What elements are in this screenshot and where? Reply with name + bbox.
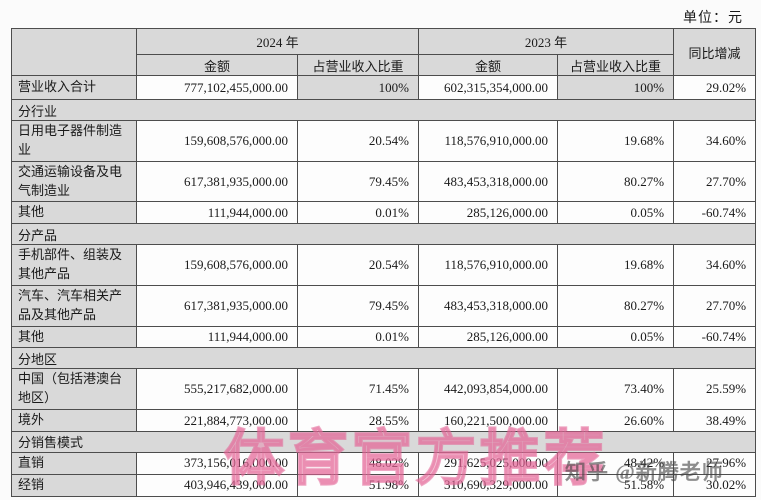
col-header-2024: 2024 年 [135, 28, 420, 55]
amount-2024: 221,884,773,000.00 [136, 409, 298, 432]
amount-2024: 617,381,935,000.00 [136, 284, 298, 327]
share-2023: 80.27% [557, 284, 675, 327]
amount-2023: 442,093,854,000.00 [418, 368, 559, 411]
yoy-value: -60.74% [673, 201, 757, 225]
row-label: 日用电子器件制造业 [11, 120, 137, 162]
amount-2023: 483,453,318,000.00 [418, 284, 559, 327]
share-2024: 79.45% [296, 284, 420, 327]
yoy-value: -60.74% [673, 325, 757, 349]
yoy-value: 34.60% [673, 120, 757, 162]
yoy-value: 25.59% [673, 368, 757, 411]
amount-2024: 159,608,576,000.00 [136, 120, 298, 162]
share-2023: 48.42% [557, 451, 675, 475]
share-2024: 48.02% [296, 451, 420, 475]
share-2024: 100% [296, 75, 420, 100]
section-label: 分产品 [10, 223, 757, 246]
yoy-value: 30.02% [673, 473, 757, 497]
yoy-value: 27.70% [673, 160, 757, 203]
amount-2024: 555,217,682,000.00 [136, 368, 298, 411]
row-label: 境外 [11, 409, 137, 432]
share-2023: 0.05% [557, 325, 675, 349]
row-label: 其他 [11, 201, 137, 225]
amount-2024: 159,608,576,000.00 [136, 244, 298, 286]
row-label: 交通运输设备及电气制造业 [11, 160, 137, 203]
share-2023: 73.40% [557, 368, 675, 411]
amount-2024: 111,944,000.00 [136, 201, 298, 225]
section-label: 分地区 [10, 347, 757, 370]
row-label: 中国（包括港澳台地区） [11, 368, 137, 411]
yoy-value: 27.96% [673, 451, 757, 475]
share-2024: 0.01% [296, 201, 420, 225]
row-label: 直销 [11, 451, 137, 475]
amount-2023: 285,126,000.00 [418, 325, 559, 349]
amount-2023: 483,453,318,000.00 [418, 160, 559, 203]
share-2023: 0.05% [557, 201, 675, 225]
col-header-share-2024: 占营业收入比重 [296, 54, 420, 76]
header-row-years: 2024 年 2023 年 同比增减 [11, 28, 757, 76]
amount-2023: 602,315,354,000.00 [418, 75, 559, 100]
section-row-product: 分产品 [10, 223, 757, 246]
share-2024: 51.98% [296, 473, 420, 497]
row-label: 其他 [11, 325, 137, 349]
share-2023: 51.58% [557, 473, 675, 497]
table-row-total: 营业收入合计 777,102,455,000.00 100% 602,315,3… [11, 75, 757, 100]
amount-2023: 291,625,025,000.00 [418, 451, 559, 475]
col-header-yoy: 同比增减 [673, 28, 757, 76]
amount-2023: 118,576,910,000.00 [418, 120, 559, 162]
yoy-value: 34.60% [673, 244, 757, 286]
share-2023: 19.68% [557, 244, 675, 286]
col-header-share-2023: 占营业收入比重 [557, 54, 675, 76]
share-2023: 80.27% [557, 160, 675, 203]
section-row-industry: 分行业 [10, 99, 757, 121]
revenue-table: 2024 年 2023 年 同比增减 金额 占营业收入比重 金额 占营业收入比重… [10, 28, 757, 497]
col-header-amount-2024: 金额 [136, 54, 298, 76]
col-header-amount-2023: 金额 [418, 54, 559, 76]
header-row-metrics: 金额 占营业收入比重 金额 占营业收入比重 [12, 54, 756, 76]
unit-label: 单位：元 [683, 11, 743, 26]
yoy-value: 29.02% [673, 75, 757, 100]
share-2023: 19.68% [557, 120, 675, 162]
row-label: 手机部件、组装及其他产品 [11, 244, 137, 286]
table-row: 手机部件、组装及其他产品 159,608,576,000.00 20.54% 1… [11, 244, 757, 286]
row-label: 汽车、汽车相关产品及其他产品 [11, 284, 137, 327]
section-label: 分行业 [10, 99, 757, 121]
corner-cell [11, 28, 137, 76]
amount-2023: 310,690,329,000.00 [418, 473, 559, 497]
row-label: 营业收入合计 [11, 75, 137, 100]
table-row: 境外 221,884,773,000.00 28.55% 160,221,500… [11, 409, 757, 432]
share-2023: 100% [557, 75, 675, 100]
share-2024: 20.54% [296, 120, 420, 162]
amount-2023: 160,221,500,000.00 [418, 409, 559, 432]
amount-2024: 111,944,000.00 [136, 325, 298, 349]
table-row: 其他 111,944,000.00 0.01% 285,126,000.00 0… [11, 325, 757, 349]
amount-2024: 403,946,439,000.00 [136, 473, 298, 497]
table-row: 直销 373,156,016,000.00 48.02% 291,625,025… [11, 451, 757, 475]
table-row: 日用电子器件制造业 159,608,576,000.00 20.54% 118,… [11, 120, 757, 162]
amount-2024: 617,381,935,000.00 [136, 160, 298, 203]
section-row-sales-model: 分销售模式 [10, 430, 757, 453]
amount-2023: 285,126,000.00 [418, 201, 559, 225]
table-row: 中国（包括港澳台地区） 555,217,682,000.00 71.45% 44… [11, 368, 757, 411]
table-row: 汽车、汽车相关产品及其他产品 617,381,935,000.00 79.45%… [11, 284, 757, 327]
row-label: 经销 [11, 473, 137, 497]
share-2024: 71.45% [296, 368, 420, 411]
col-header-2023: 2023 年 [418, 28, 675, 55]
table-row: 其他 111,944,000.00 0.01% 285,126,000.00 0… [11, 201, 757, 225]
table-row: 交通运输设备及电气制造业 617,381,935,000.00 79.45% 4… [11, 160, 757, 203]
yoy-value: 27.70% [673, 284, 757, 327]
share-2024: 20.54% [296, 244, 420, 286]
section-label: 分销售模式 [10, 430, 757, 453]
share-2023: 26.60% [557, 409, 675, 432]
share-2024: 0.01% [296, 325, 420, 349]
share-2024: 79.45% [296, 160, 420, 203]
amount-2023: 118,576,910,000.00 [418, 244, 559, 286]
share-2024: 28.55% [296, 409, 420, 432]
yoy-value: 38.49% [673, 409, 757, 432]
table-row: 经销 403,946,439,000.00 51.98% 310,690,329… [11, 473, 757, 497]
section-row-region: 分地区 [10, 347, 757, 370]
amount-2024: 373,156,016,000.00 [136, 451, 298, 475]
amount-2024: 777,102,455,000.00 [136, 75, 298, 100]
